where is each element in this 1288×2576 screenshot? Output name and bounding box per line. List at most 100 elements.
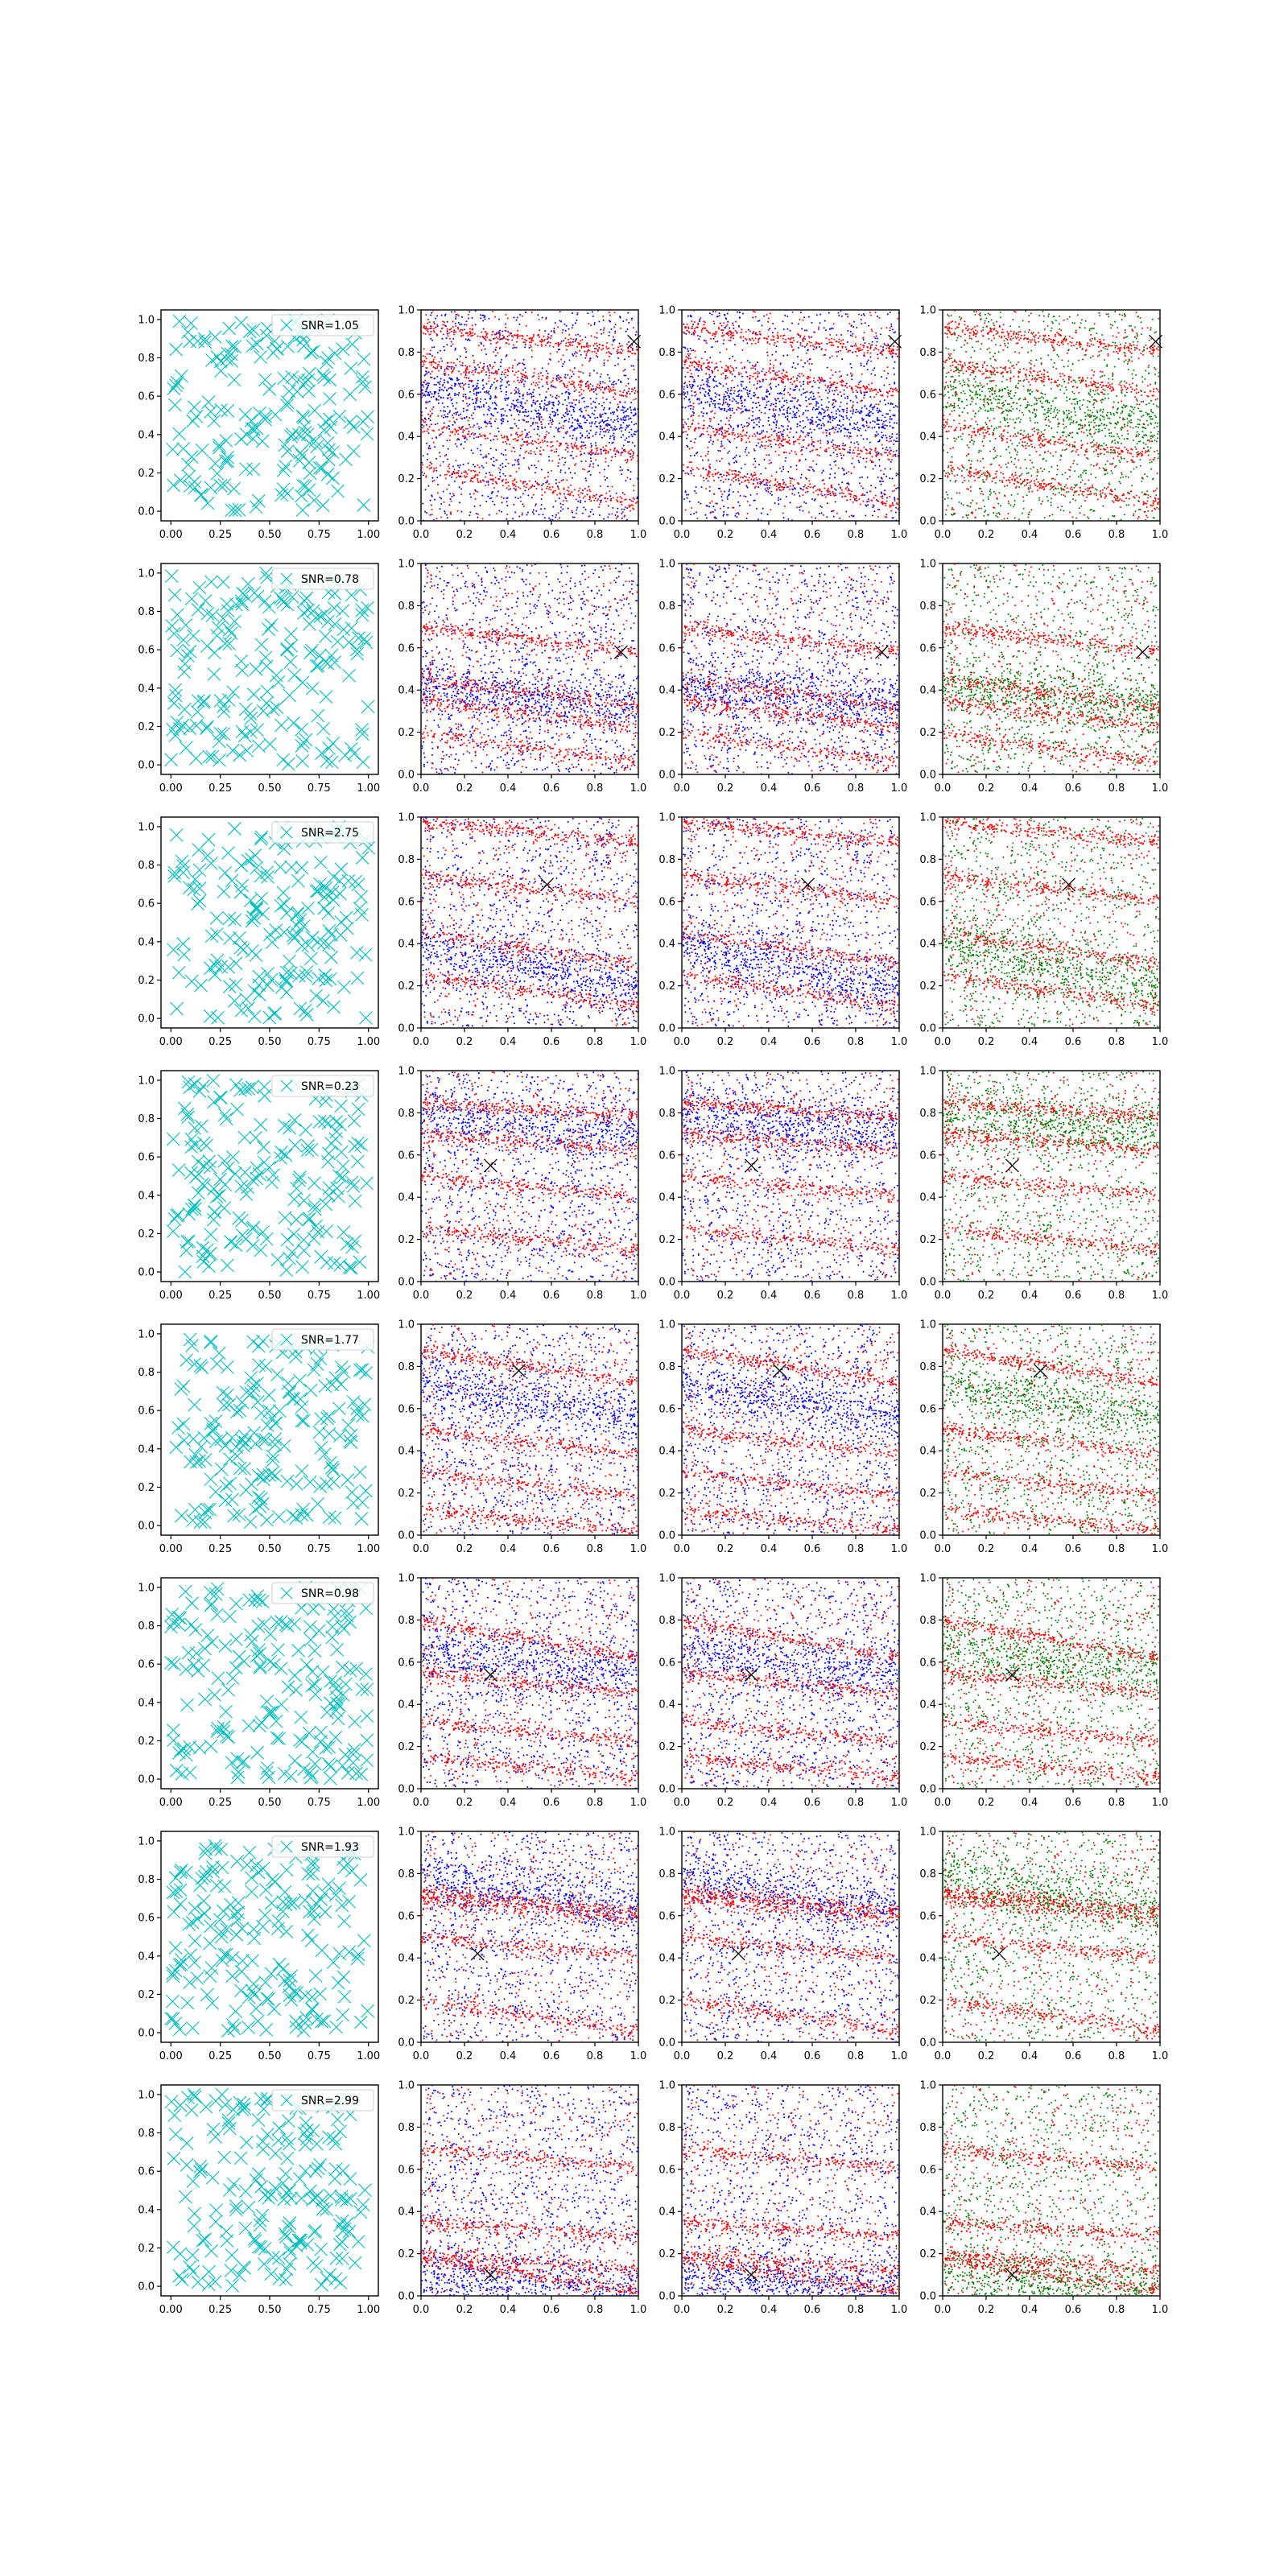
scatter-point (502, 441, 504, 443)
scatter-point (600, 502, 601, 503)
scatter-point (463, 408, 464, 410)
scatter-point (600, 329, 601, 331)
scatter-point (810, 423, 811, 425)
scatter-point (522, 335, 523, 336)
scatter-point (588, 386, 590, 387)
scatter-point (526, 375, 527, 377)
scatter-point (861, 323, 862, 324)
scatter-point (739, 483, 741, 485)
scatter-point (480, 391, 481, 393)
scatter-point (895, 440, 897, 442)
scatter-point (535, 488, 537, 489)
scatter-point (630, 434, 632, 436)
scatter-point (772, 415, 774, 417)
scatter-point (855, 411, 857, 413)
scatter-point (508, 397, 510, 398)
scatter-point (444, 411, 446, 412)
scatter-point (580, 343, 581, 345)
scatter-point (476, 394, 477, 396)
scatter-point (457, 464, 459, 466)
scatter-point (423, 325, 425, 327)
scatter-point (459, 427, 460, 429)
scatter-point (830, 494, 832, 496)
scatter-point (431, 413, 433, 415)
scatter-point (601, 374, 602, 375)
scatter-point (765, 484, 766, 485)
scatter-point (477, 387, 479, 389)
scatter-point (818, 328, 819, 330)
scatter-point (547, 336, 549, 337)
scatter-point (836, 424, 838, 426)
scatter-point (889, 436, 890, 437)
scatter-point (604, 448, 605, 450)
scatter-point (422, 431, 423, 432)
scatter-point (735, 513, 737, 514)
scatter-point (868, 359, 869, 361)
scatter-point (433, 321, 435, 323)
scatter-point (583, 497, 584, 499)
scatter-point (552, 445, 554, 447)
scatter-point (468, 378, 469, 379)
scatter-point (626, 425, 628, 427)
scatter-point (445, 477, 447, 479)
scatter-point (448, 411, 450, 413)
scatter-point (634, 353, 636, 355)
scatter-point (593, 391, 595, 393)
scatter-point (441, 415, 443, 417)
scatter-point (485, 374, 487, 376)
scatter-point (813, 395, 815, 397)
scatter-point (843, 469, 844, 471)
scatter-point (501, 359, 502, 361)
scatter-point (863, 313, 865, 315)
scatter-point (702, 459, 704, 460)
scatter-point (605, 457, 606, 459)
scatter-point (483, 434, 485, 436)
scatter-point (455, 444, 456, 445)
scatter-point (692, 408, 694, 410)
scatter-point (602, 348, 604, 349)
scatter-point (492, 311, 493, 312)
scatter-point (713, 380, 715, 382)
scatter-point (574, 386, 576, 388)
scatter-point (727, 324, 729, 325)
scatter-point (580, 340, 581, 341)
scatter-point (806, 406, 807, 407)
scatter-point (826, 343, 828, 345)
scatter-point (696, 452, 697, 454)
scatter-point (441, 389, 443, 390)
scatter-point (753, 427, 754, 429)
scatter-point (691, 362, 693, 364)
scatter-point (502, 408, 504, 410)
scatter-point (619, 351, 621, 353)
scatter-point (480, 450, 481, 452)
scatter-point (526, 444, 528, 446)
scatter-point (611, 513, 613, 514)
scatter-point (477, 406, 478, 407)
scatter-point (869, 312, 871, 313)
scatter-point (881, 419, 882, 421)
scatter-point (581, 381, 583, 382)
scatter-point (758, 464, 760, 465)
scatter-point (446, 514, 448, 516)
scatter-point (849, 423, 851, 424)
scatter-point (438, 370, 440, 372)
scatter-point (609, 490, 610, 492)
scatter-point (490, 343, 492, 345)
sample-marker (326, 472, 339, 485)
scatter-point (611, 456, 613, 458)
sample-marker (295, 489, 308, 502)
scatter-point (701, 357, 703, 359)
scatter-point (848, 490, 849, 492)
scatter-point (462, 400, 464, 402)
scatter-point (696, 486, 697, 488)
scatter-point (457, 328, 459, 330)
scatter-point (861, 435, 862, 436)
scatter-point (507, 336, 509, 337)
scatter-point (508, 384, 510, 386)
scatter-point (539, 418, 540, 419)
scatter-point (735, 400, 737, 402)
scatter-point (494, 334, 496, 336)
sample-marker (281, 340, 294, 353)
scatter-point (711, 346, 712, 348)
scatter-point (852, 401, 854, 402)
